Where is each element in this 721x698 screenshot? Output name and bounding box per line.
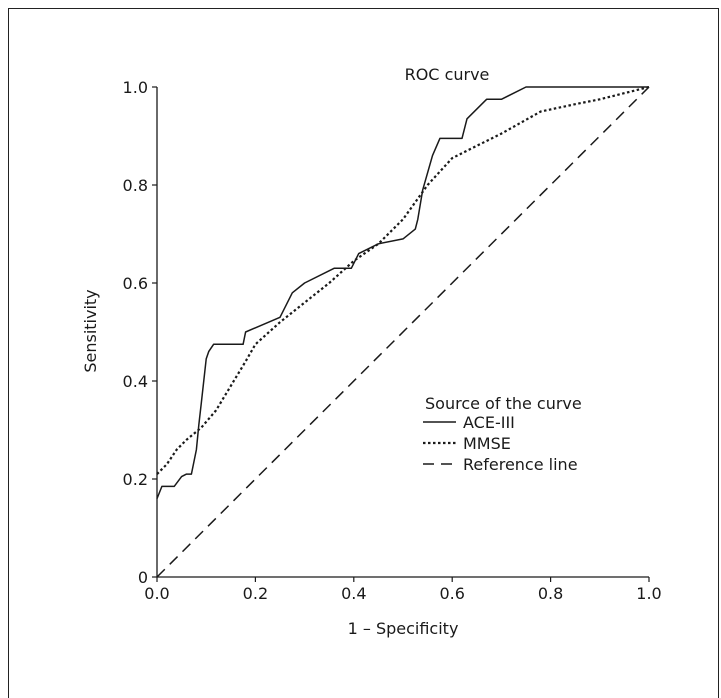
x-tick-label: 0.8: [538, 584, 563, 603]
legend-title: Source of the curve: [425, 394, 582, 413]
legend-label: MMSE: [463, 434, 511, 453]
y-tick-label: 0: [138, 568, 148, 587]
x-tick-label: 1.0: [636, 584, 661, 603]
y-tick-label: 0.8: [123, 176, 148, 195]
x-tick-label: 0.6: [439, 584, 464, 603]
figure-frame: [8, 8, 719, 698]
legend: Source of the curve ACE-III MMSE Reference…: [423, 394, 582, 474]
series-layer: [156, 85, 650, 578]
series-line-mmse: [156, 85, 650, 475]
chart-title: ROC curve: [405, 65, 490, 84]
legend-label: ACE-III: [463, 413, 515, 432]
series-line-reference-line: [156, 86, 650, 578]
axes: 0.0 0.2 0.4 0.6 0.8 1.0 0 0.2 0.4 0.6 0.8 1.0: [123, 78, 662, 603]
y-tick-label: 0.4: [123, 372, 148, 391]
x-axis-label: 1 – Specificity: [348, 619, 459, 638]
y-tick-label: 0.6: [123, 274, 148, 293]
x-tick-label: 0.2: [243, 584, 268, 603]
y-tick-label: 0.2: [123, 470, 148, 489]
x-tick-label: 0.0: [144, 584, 169, 603]
series-line-ace-iii: [156, 86, 649, 499]
x-tick-label: 0.4: [341, 584, 366, 603]
y-axis-label: Sensitivity: [81, 289, 100, 372]
y-tick-label: 1.0: [123, 78, 148, 97]
legend-label: Reference line: [463, 455, 578, 474]
